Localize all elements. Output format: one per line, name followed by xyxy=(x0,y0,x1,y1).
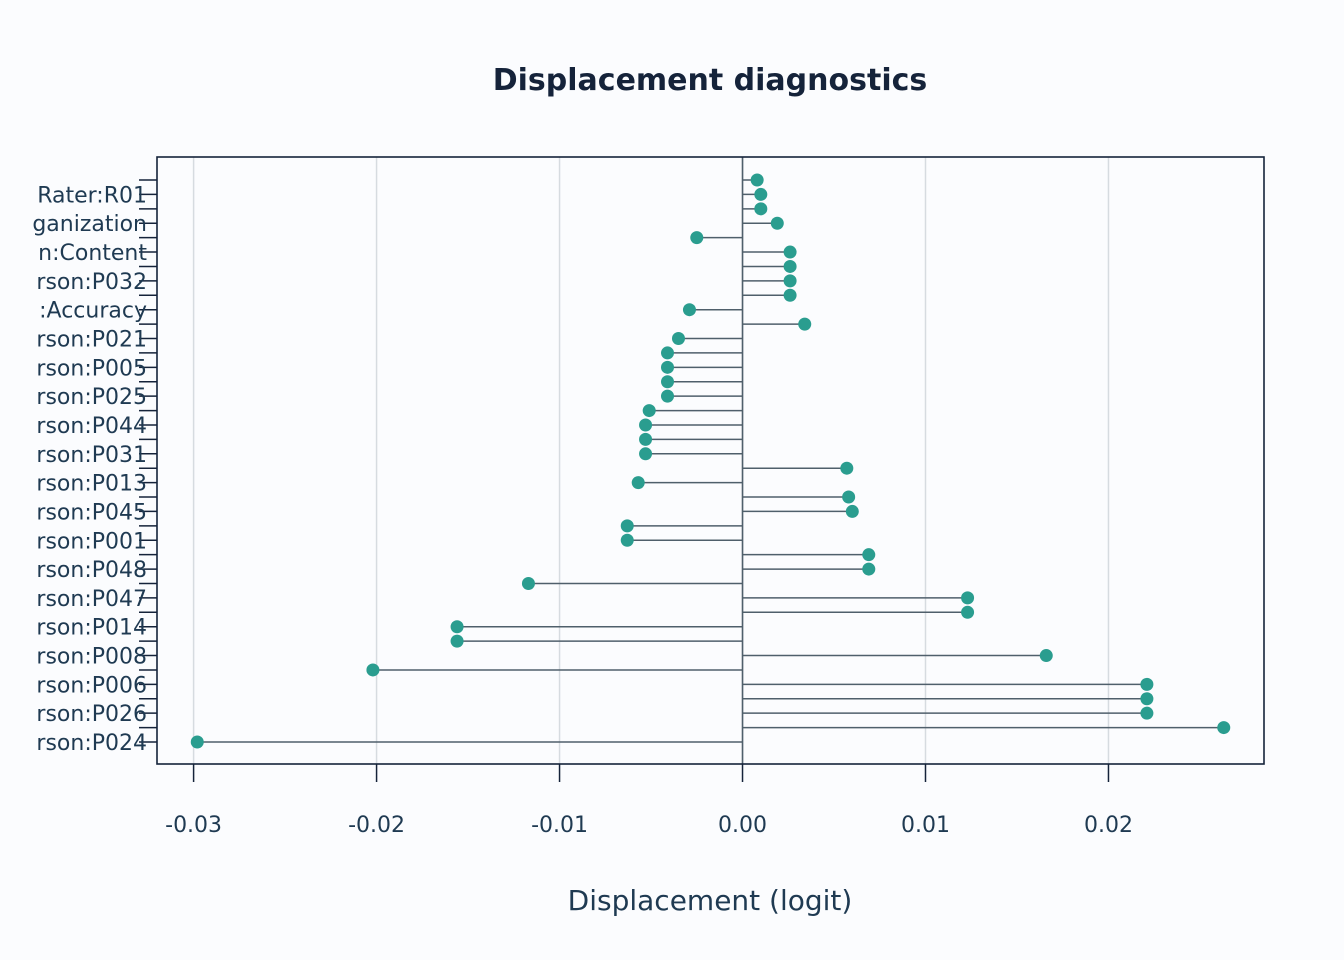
data-point xyxy=(639,447,653,461)
data-point xyxy=(862,562,876,576)
grid-lines xyxy=(192,157,1110,764)
y-tick-label: Rater:R01 xyxy=(37,183,147,208)
y-tick-label: rson:P006 xyxy=(36,673,147,698)
data-point xyxy=(661,360,675,374)
data-point xyxy=(366,663,380,677)
plot-frame xyxy=(156,156,1265,765)
y-tick-label: rson:P031 xyxy=(36,443,147,468)
data-point xyxy=(620,533,634,547)
data-point xyxy=(690,231,704,245)
stems xyxy=(197,157,1224,764)
data-point xyxy=(639,432,653,446)
data-point xyxy=(862,548,876,562)
y-tick-label: rson:P024 xyxy=(36,731,147,756)
x-tick-label: -0.02 xyxy=(348,813,405,838)
data-point xyxy=(783,274,797,288)
data-point xyxy=(1217,721,1231,735)
y-tick-label: rson:P013 xyxy=(36,472,147,497)
chart-title: Displacement diagnostics xyxy=(493,63,928,98)
x-axis-label: Displacement (logit) xyxy=(568,884,853,917)
data-point xyxy=(1140,706,1154,720)
y-tick-label: rson:P047 xyxy=(36,587,147,612)
data-point xyxy=(798,317,812,331)
y-axis: Rater:R01 ganization n:Content rson:P032 :Ac… xyxy=(32,179,157,756)
data-point xyxy=(754,187,768,201)
y-tick-label: rson:P045 xyxy=(36,500,147,525)
data-point xyxy=(1140,692,1154,706)
y-tick-label: n:Content xyxy=(38,241,147,266)
data-point xyxy=(661,389,675,403)
data-point xyxy=(450,620,464,634)
data-point xyxy=(783,245,797,259)
x-tick-label: 0.00 xyxy=(718,813,767,838)
data-point xyxy=(842,490,856,504)
data-point xyxy=(754,202,768,216)
data-point xyxy=(845,504,859,518)
data-point xyxy=(750,173,764,187)
x-tick-label: 0.01 xyxy=(901,813,950,838)
data-point xyxy=(642,404,656,418)
y-tick-label: rson:P026 xyxy=(36,702,147,727)
data-point xyxy=(620,519,634,533)
x-tick-label: -0.03 xyxy=(165,813,222,838)
y-tick-label: rson:P032 xyxy=(36,270,147,295)
y-tick-label: rson:P008 xyxy=(36,645,147,670)
data-point xyxy=(770,216,784,230)
data-point xyxy=(661,346,675,360)
data-point xyxy=(840,461,854,475)
data-point xyxy=(783,288,797,302)
data-point xyxy=(961,605,975,619)
y-tick-label: :Accuracy xyxy=(39,299,147,324)
data-point xyxy=(639,418,653,432)
y-tick-label: rson:P001 xyxy=(36,529,147,554)
y-tick-label: rson:P025 xyxy=(36,385,147,410)
data-point xyxy=(1140,677,1154,691)
y-tick-label: rson:P014 xyxy=(36,616,147,641)
data-point xyxy=(961,591,975,605)
data-point xyxy=(682,303,696,317)
y-tick-label: ganization xyxy=(32,212,147,237)
y-tick-label: rson:P048 xyxy=(36,558,147,583)
x-tick-label: 0.02 xyxy=(1084,813,1133,838)
points xyxy=(190,173,1231,749)
data-point xyxy=(631,476,645,490)
data-point xyxy=(450,634,464,648)
data-point xyxy=(671,332,685,346)
y-tick-label: rson:P021 xyxy=(36,328,147,353)
x-tick-label: -0.01 xyxy=(531,813,588,838)
y-tick-label: rson:P044 xyxy=(36,414,147,439)
data-point xyxy=(783,259,797,273)
x-axis: -0.03 -0.02 -0.01 0.00 0.01 0.02 xyxy=(165,764,1133,838)
y-tick-label: rson:P005 xyxy=(36,356,147,381)
data-point xyxy=(521,576,535,590)
data-point xyxy=(1039,649,1053,663)
data-point xyxy=(190,735,204,749)
data-point xyxy=(661,375,675,389)
